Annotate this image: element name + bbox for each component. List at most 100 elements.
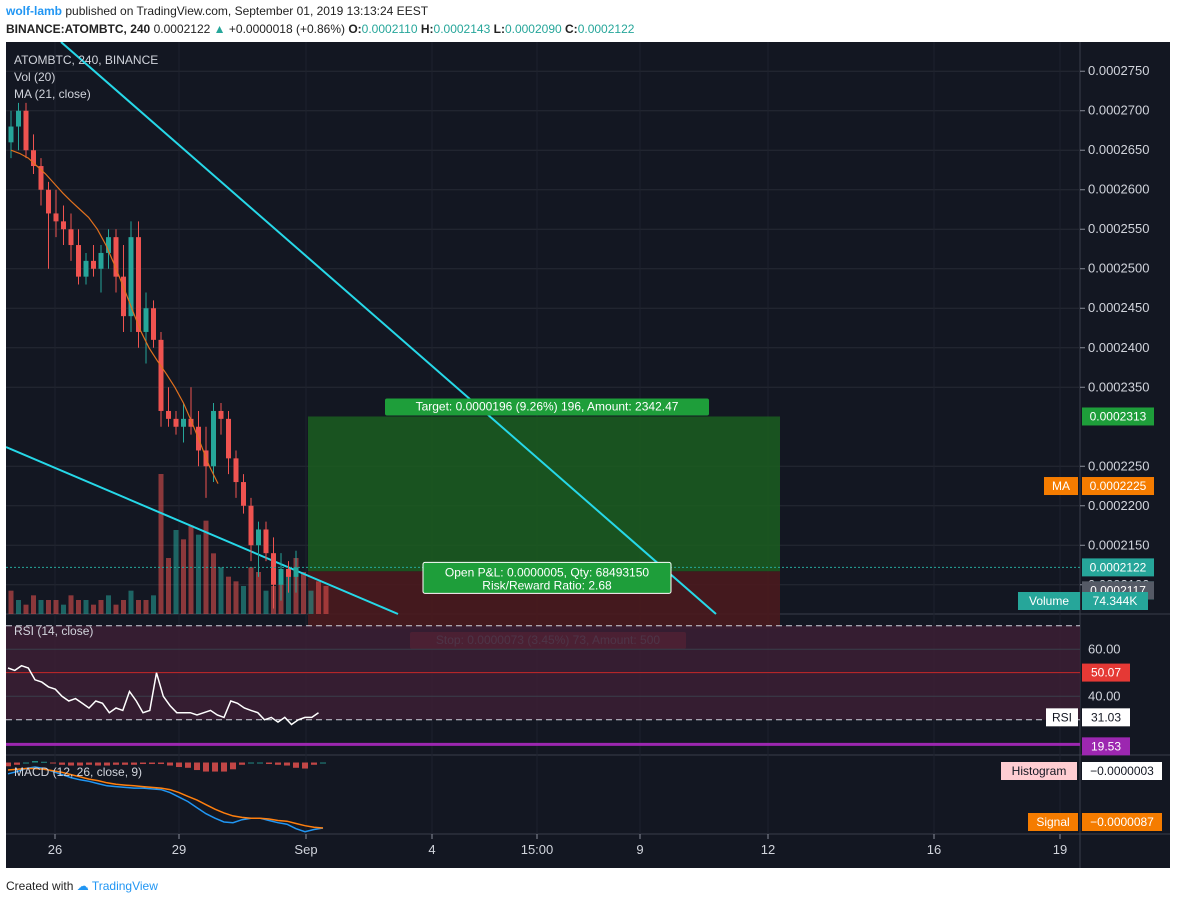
ticker-info: BINANCE:ATOMBTC, 240 0.0002122 ▲ +0.0000… (6, 22, 634, 36)
macd-legend: MACD (12, 26, close, 9) (14, 765, 143, 779)
candle-body (211, 410, 216, 467)
volume-bar (68, 595, 74, 614)
volume-bar (263, 590, 269, 614)
macd-histogram-bar (257, 762, 263, 764)
candle-body (128, 237, 134, 317)
rsi-tick-label: 60.00 (1088, 641, 1121, 656)
macd-histogram-bar (176, 762, 182, 768)
volume-bar (61, 604, 66, 614)
macd-histogram-bar (50, 762, 56, 764)
rsi-purple-label-bg (1082, 737, 1130, 756)
macd-histogram-bar (95, 762, 101, 766)
signal-value-label-bg (1082, 813, 1162, 831)
histogram-axis-tag-bg (1001, 762, 1077, 780)
volume-bar (16, 600, 21, 614)
volume-bar (38, 600, 44, 614)
time-tick-label: 26 (48, 842, 62, 857)
upper-trendline (60, 42, 717, 615)
candle-body (271, 553, 276, 585)
macd-histogram-bar (221, 762, 227, 772)
volume-bar (113, 604, 119, 614)
volume-bar (46, 600, 51, 614)
price-tick-label: 0.0002600 (1088, 182, 1149, 197)
price-tick-label: 0.0002200 (1088, 498, 1149, 513)
price-tick-label: 0.0002700 (1088, 103, 1149, 118)
histogram-axis-tag: Histogram (1012, 764, 1067, 778)
author-link[interactable]: wolf-lamb (6, 4, 62, 18)
candle-body (106, 237, 111, 253)
volume-bar (91, 604, 96, 614)
candle-body (233, 458, 239, 483)
volume-value-label-bg (1082, 592, 1148, 610)
candle-body (38, 166, 44, 190)
last-price-label-bg (1082, 558, 1154, 577)
candle-body (218, 410, 224, 419)
price-tick-label: 0.0002150 (1088, 537, 1149, 552)
macd-histogram-bar (320, 762, 326, 764)
volume-bar (23, 604, 29, 614)
close-label: C: (565, 22, 578, 36)
pl-text: Open P&L: 0.0000005, Qty: 68493150 (445, 565, 649, 579)
price-tick-label: 0.0002350 (1088, 379, 1149, 394)
candle-body (181, 418, 186, 427)
signal-line (7, 767, 324, 829)
price-tick-label: 0.0002250 (1088, 458, 1149, 473)
macd-histogram-bar (185, 762, 191, 768)
lower-trendline (6, 446, 399, 615)
target-label-bg (385, 398, 709, 416)
price-tick-label: 0.0002400 (1088, 340, 1149, 355)
macd-histogram-bar (113, 762, 119, 765)
chart-area[interactable]: 0.0002750 0.0002700 0.0002650 0.0002600 0.00… (6, 42, 1170, 868)
candle-body (61, 221, 66, 230)
volume-bar (83, 600, 89, 614)
price-change: +0.0000018 (+0.86%) (228, 22, 345, 36)
macd-histogram-bar (158, 762, 164, 765)
rr-text: Risk/Reward Ratio: 2.68 (482, 578, 612, 592)
histogram-value-label: −0.0000003 (1090, 764, 1154, 778)
macd-histogram-bar (131, 762, 137, 765)
high-value: 0.0002143 (433, 22, 491, 36)
price-chart-svg[interactable]: 0.0002750 0.0002700 0.0002650 0.0002600 0.00… (6, 42, 1170, 868)
macd-histogram-bar (104, 762, 110, 766)
volume-value-label: 74.344K (1093, 594, 1138, 608)
signal-axis-tag-bg (1028, 813, 1078, 831)
macd-histogram-bar (194, 762, 200, 771)
price-tick-label: 0.0002550 (1088, 221, 1149, 236)
ma-price-label: 0.0002225 (1090, 479, 1147, 493)
tradingview-brand-link[interactable]: TradingView (91, 879, 158, 893)
volume-bar (166, 558, 171, 614)
candle-body (166, 410, 171, 419)
candle-body (263, 529, 269, 554)
macd-histogram-bar (32, 761, 38, 763)
macd-line (7, 766, 324, 833)
candle-body (31, 150, 36, 167)
macd-histogram-bar (212, 762, 218, 772)
macd-histogram-bar (248, 762, 254, 764)
target-price-label: 0.0002313 (1090, 409, 1147, 423)
ma-price-label-bg (1082, 477, 1154, 496)
volume-bar (286, 572, 291, 614)
macd-histogram-bar (6, 762, 11, 767)
macd-histogram-bar (284, 762, 290, 766)
time-tick-label: 12 (761, 842, 775, 857)
ma-axis-tag-bg (1044, 477, 1078, 496)
last-price: 0.0002122 (153, 22, 211, 36)
candle-body (8, 126, 14, 143)
macd-histogram-bar (293, 762, 299, 768)
macd-histogram-bar (203, 762, 209, 772)
candle-body (286, 568, 291, 577)
macd-histogram-bar (77, 762, 83, 766)
volume-bar (121, 600, 126, 614)
candle-body (83, 260, 89, 277)
rsi-legend: RSI (14, close) (14, 624, 94, 638)
candle-body (188, 418, 194, 427)
low-value: 0.0002090 (504, 22, 562, 36)
rsi-purple-label: 19.53 (1091, 739, 1121, 753)
time-tick-label: 29 (172, 842, 186, 857)
macd-histogram-bar (59, 762, 65, 765)
target-label: Target: 0.0000196 (9.26%) 196, Amount: 2… (416, 399, 679, 413)
price-tick-label: 0.0002500 (1088, 261, 1149, 276)
price-tick-label: 0.0002650 (1088, 142, 1149, 157)
up-arrow-icon: ▲ (213, 22, 226, 36)
candle-body (23, 110, 29, 151)
